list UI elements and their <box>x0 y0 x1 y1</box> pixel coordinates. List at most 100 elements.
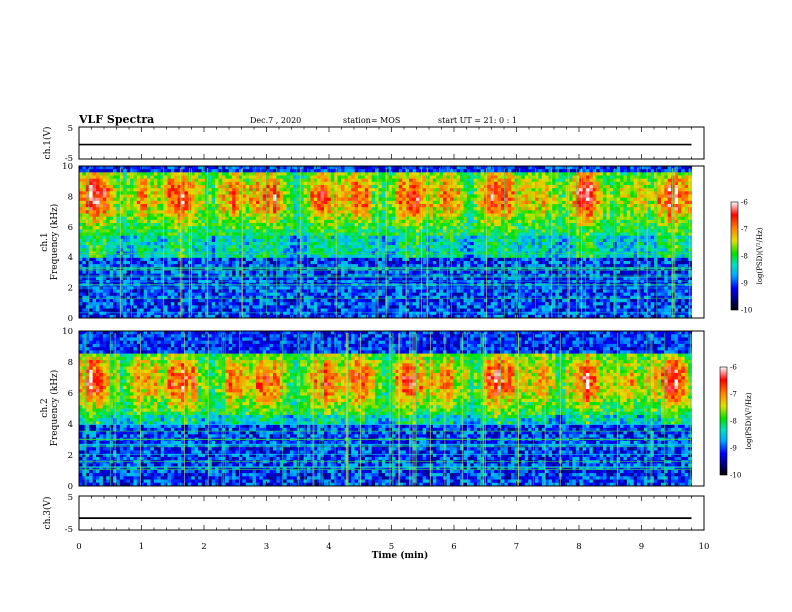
spectrogram-cell <box>221 219 226 224</box>
spectrogram-cell <box>194 235 199 240</box>
spectrogram-cell <box>92 242 97 246</box>
spectrogram-cell <box>528 232 532 237</box>
spectrogram-cell <box>371 169 376 173</box>
spectrogram-cell <box>609 238 614 243</box>
spectrogram-cell <box>415 207 420 211</box>
spectrogram-cell <box>133 238 138 243</box>
spectrogram-cell <box>664 169 669 173</box>
spectrogram-cell <box>296 191 301 195</box>
spectrogram-cell <box>102 219 107 224</box>
spectrogram-cell <box>586 200 590 205</box>
spectrogram-cell <box>157 178 162 183</box>
spectrogram-cell <box>208 181 213 186</box>
spectrogram-cell <box>191 166 196 170</box>
spectrogram-cell <box>130 223 134 227</box>
spectrogram-cell <box>96 175 100 180</box>
spectrogram-cell <box>592 204 597 208</box>
spectrogram-cell <box>534 185 539 189</box>
spectrogram-cell <box>306 229 311 233</box>
spectrogram-cell <box>106 188 111 192</box>
spectrogram-cell <box>667 216 672 221</box>
spectrogram-cell <box>313 194 318 199</box>
spectrogram-cell <box>347 197 352 202</box>
spectrogram-cell <box>198 216 202 221</box>
spectrogram-cell <box>415 194 420 199</box>
spectrogram-cell <box>164 245 168 249</box>
spectrogram-cell <box>82 204 87 208</box>
spectrogram-cell <box>548 226 553 230</box>
spectrogram-cell <box>109 207 114 211</box>
spectrogram-cell <box>133 229 138 233</box>
spectrogram-cell <box>589 213 594 218</box>
spectrogram-cell <box>184 169 189 173</box>
spectrogram-cell <box>555 172 560 176</box>
spectrogram-cell <box>432 185 437 189</box>
spectrogram-cell <box>545 204 549 208</box>
spectrogram-cell <box>463 238 468 243</box>
spectrogram-cell <box>681 181 686 186</box>
spectrogram-cell <box>637 229 641 233</box>
spectrogram-cell <box>402 216 407 221</box>
spectrogram-cell <box>582 226 587 230</box>
spectrogram-cell <box>470 223 475 227</box>
spectrogram-cell <box>327 223 332 227</box>
spectrogram-cell <box>252 188 257 192</box>
spectrogram-cell <box>494 188 498 192</box>
spectrogram-cell <box>534 169 539 173</box>
spectrogram-cell <box>119 169 124 173</box>
spectrogram-cell <box>446 200 451 205</box>
spectrogram-cell <box>439 245 444 249</box>
spectrogram-cell <box>82 197 87 202</box>
spectrogram-cell <box>194 248 199 252</box>
spectrogram-cell <box>609 166 614 170</box>
spectrogram-cell <box>640 238 645 243</box>
spectrogram-cell <box>592 197 597 202</box>
spectrogram-cell <box>228 178 233 183</box>
spectrogram-cell <box>596 245 601 249</box>
spectrogram-cell <box>147 242 151 246</box>
spectrogram-cell <box>327 238 332 243</box>
spectrogram-cell <box>657 191 662 195</box>
spectrogram-cell <box>130 226 134 230</box>
spectrogram-cell <box>586 232 590 237</box>
spectrogram-cell <box>170 232 175 237</box>
spectrogram-cell <box>232 204 236 208</box>
spectrogram-cell <box>215 207 219 211</box>
spectrogram-cell <box>150 191 155 195</box>
spectrogram-cell <box>310 166 315 170</box>
spectrogram-cell <box>361 200 366 205</box>
spectrogram-cell <box>606 216 611 221</box>
spectrogram-cell <box>351 223 356 227</box>
spectrogram-cell <box>432 169 437 173</box>
spectrogram-cell <box>443 232 447 237</box>
spectrogram-cell <box>269 242 274 246</box>
spectrogram-cell <box>181 188 185 192</box>
spectrogram-cell <box>204 194 209 199</box>
spectrogram-cell <box>238 197 243 202</box>
spectrogram-cell <box>293 191 298 195</box>
spectrogram-cell <box>592 207 597 211</box>
spectrogram-cell <box>228 191 233 195</box>
spectrogram-cell <box>453 229 458 233</box>
spectrogram-cell <box>657 232 662 237</box>
spectrogram-cell <box>177 194 182 199</box>
spectrogram-cell <box>405 172 410 176</box>
spectrogram-cell <box>504 191 509 195</box>
spectrogram-cell <box>637 175 641 180</box>
spectrogram-cell <box>497 248 502 252</box>
spectrogram-cell <box>589 235 594 240</box>
spectrogram-cell <box>368 216 373 221</box>
spectrogram-cell <box>106 229 111 233</box>
spectrogram-cell <box>99 216 104 221</box>
spectrogram-cell <box>109 245 114 249</box>
spectrogram-cell <box>109 181 114 186</box>
spectrogram-cell <box>402 229 407 233</box>
spectrogram-cell <box>368 207 373 211</box>
spectrogram-cell <box>524 172 529 176</box>
spectrogram-cell <box>569 175 573 180</box>
spectrogram-cell <box>358 229 362 233</box>
spectrogram-cell <box>116 188 121 192</box>
spectrogram-cell <box>354 204 359 208</box>
spectrogram-cell <box>511 204 515 208</box>
